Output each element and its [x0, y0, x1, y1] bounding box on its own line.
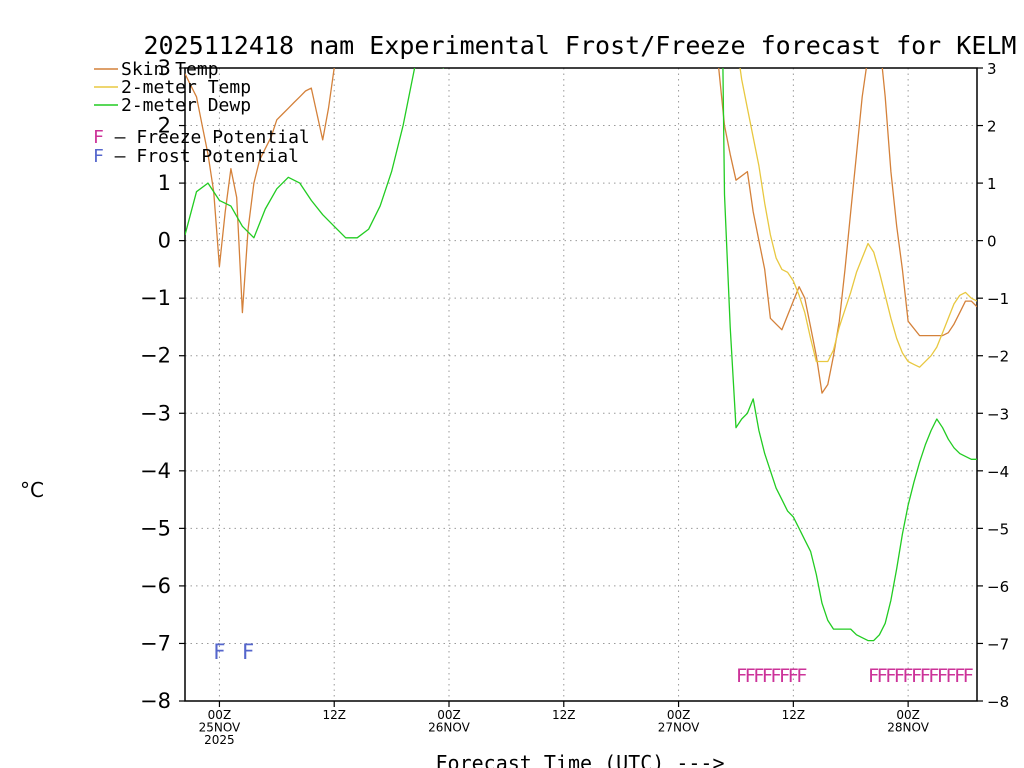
freeze-flag: F [877, 665, 888, 687]
y-axis-left: 3 2 1 0 −1 −2 −3 −4 −5 −6 −7 −8 [140, 56, 185, 713]
freeze-flag: F [954, 665, 965, 687]
y-tick-label-right: −3 [987, 405, 1009, 423]
freeze-flag: F [753, 665, 764, 687]
y-tick-label-right: 0 [987, 233, 997, 251]
freeze-flag: F [771, 665, 782, 687]
y-tick-label-right: −4 [987, 463, 1009, 481]
freeze-flag: F [745, 665, 756, 687]
y-tick-label: −6 [140, 574, 171, 598]
y-tick-label-right: −8 [987, 693, 1009, 711]
legend-label: 2-meter Temp [121, 77, 251, 98]
frost-flag: F [242, 640, 254, 664]
y-tick-label: −3 [140, 401, 171, 425]
y-tick-label: 3 [158, 56, 171, 80]
frost-flag: F [213, 640, 225, 664]
freeze-flag: F [796, 665, 807, 687]
y-tick-label: −4 [140, 459, 171, 483]
freeze-flag: F [736, 665, 747, 687]
series-2-meter-dewp [185, 68, 977, 642]
x-tick-label: 00Z [437, 708, 461, 722]
plot-frame [184, 67, 978, 702]
y-tick-label: −1 [140, 286, 171, 310]
legend-label: Skin Temp [121, 59, 219, 80]
series-2-meter-temp [739, 68, 977, 368]
x-tick-label: 26NOV [428, 721, 470, 735]
y-axis-label: °C [20, 478, 44, 502]
freeze-flag: F [903, 665, 914, 687]
grid [185, 68, 977, 701]
y-tick-label-right: 2 [987, 118, 997, 136]
y-tick-label: −8 [140, 689, 171, 713]
y-tick-label: 1 [158, 171, 171, 195]
x-tick-label: 25NOV [199, 721, 241, 735]
y-tick-label-right: 1 [987, 175, 997, 193]
x-tick-label: 00Z [667, 708, 691, 722]
x-tick-label: 12Z [552, 708, 576, 722]
x-tick-label: 12Z [322, 708, 346, 722]
freeze-flag: F [779, 665, 790, 687]
y-tick-label-right: 3 [987, 60, 997, 78]
legend-flag-entry: F – Frost Potential [93, 146, 299, 167]
y-tick-label-right: −6 [987, 578, 1009, 596]
freeze-flag: F [963, 665, 974, 687]
legend-flag-entry: F – Freeze Potential [93, 127, 310, 148]
y-tick-label-right: −1 [987, 290, 1009, 308]
x-tick-label: 00Z [208, 708, 232, 722]
freeze-flag: F [894, 665, 905, 687]
y-tick-label-right: −5 [987, 520, 1009, 538]
x-tick-label: 28NOV [887, 721, 929, 735]
x-tick-label: 2025 [204, 733, 235, 747]
freeze-flag: F [946, 665, 957, 687]
y-tick-label: −5 [140, 516, 171, 540]
series-skin-temp [185, 68, 977, 394]
chart-title: 2025112418 nam Experimental Frost/Freeze… [144, 31, 1017, 60]
y-axis-right: 3 2 1 0 −1 −2 −3 −4 −5 −6 −7 −8 [977, 60, 1009, 711]
y-tick-label: −2 [140, 344, 171, 368]
x-tick-label: 27NOV [658, 721, 700, 735]
x-tick-label: 12Z [782, 708, 806, 722]
freeze-flag: F [920, 665, 931, 687]
series-group [185, 68, 977, 642]
freeze-flag: F [885, 665, 896, 687]
freeze-flag: F [788, 665, 799, 687]
freeze-flag: F [937, 665, 948, 687]
x-axis-label: Forecast Time (UTC) ---> [436, 751, 725, 768]
freeze-flag: F [928, 665, 939, 687]
y-tick-label-right: −2 [987, 348, 1009, 366]
x-tick-label: 00Z [896, 708, 920, 722]
freeze-flag: F [868, 665, 879, 687]
legend-label: 2-meter Dewp [121, 95, 251, 116]
freeze-flag: F [911, 665, 922, 687]
y-tick-label: −7 [140, 631, 171, 655]
y-tick-label: 0 [158, 229, 171, 253]
y-tick-label: 2 [158, 114, 171, 138]
freeze-flag: F [762, 665, 773, 687]
y-tick-label-right: −7 [987, 635, 1009, 653]
